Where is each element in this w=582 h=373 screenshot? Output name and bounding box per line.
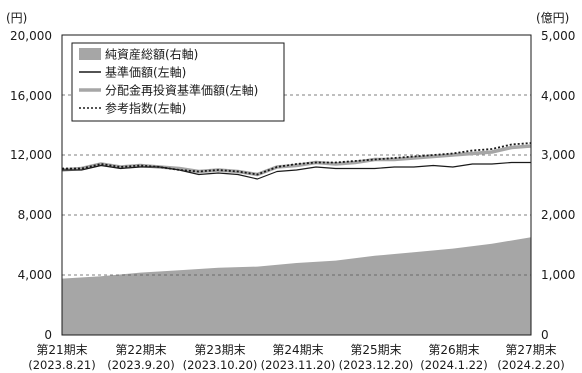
right-axis-unit: (億円) (536, 11, 569, 25)
x-tick-date: (2023.10.20) (183, 358, 258, 372)
x-tick-period: 第22期末 (115, 343, 166, 357)
series-line-nav (62, 161, 531, 180)
left-tick-label: 12,000 (10, 148, 52, 162)
legend: 純資産総額(右軸) 基準価額(左軸) 分配金再投資基準価額(左軸) 参考指数(左… (71, 42, 285, 122)
legend-box (71, 42, 285, 122)
left-axis-ticks: 20,000 16,000 12,000 8,000 4,000 0 (10, 29, 52, 342)
legend-label-nav: 基準価額(左軸) (105, 65, 186, 80)
left-tick-label: 0 (44, 328, 52, 342)
right-tick-label: 5,000 (541, 29, 575, 43)
x-tick-period: 第25期末 (350, 343, 401, 357)
x-tick-period: 第24期末 (272, 343, 323, 357)
left-tick-label: 20,000 (10, 29, 52, 43)
x-tick-date: (2023.8.21) (28, 358, 96, 372)
x-tick-date: (2023.9.20) (107, 358, 175, 372)
area-layer (62, 237, 531, 335)
right-axis-ticks: 5,000 4,000 3,000 2,000 1,000 0 (541, 29, 575, 342)
series-line-reinvested-nav (61, 144, 532, 177)
right-tick-label: 1,000 (541, 268, 575, 282)
x-tick-period: 第23期末 (194, 343, 245, 357)
left-tick-label: 8,000 (18, 208, 52, 222)
x-axis-labels: 第21期末 (2023.8.21) 第22期末 (2023.9.20) 第23期… (28, 343, 565, 372)
x-tick-date: (2023.11.20) (261, 358, 336, 372)
x-tick-period: 第27期末 (505, 343, 556, 357)
left-tick-label: 4,000 (18, 268, 52, 282)
series-area-net-assets (62, 237, 531, 335)
x-tick-period: 第26期末 (428, 343, 479, 357)
x-tick-period: 第21期末 (36, 343, 87, 357)
line-layer (61, 142, 532, 180)
legend-label-benchmark: 参考指数(左軸) (105, 101, 186, 116)
right-tick-label: 4,000 (541, 89, 575, 103)
series-line-benchmark (62, 142, 532, 176)
x-tick-date: (2024.1.22) (420, 358, 488, 372)
left-tick-label: 16,000 (10, 89, 52, 103)
right-tick-label: 3,000 (541, 148, 575, 162)
legend-label-net-assets: 純資産総額(右軸) (105, 47, 198, 62)
left-axis-unit: (円) (6, 11, 27, 25)
x-tick-date: (2024.2.20) (497, 358, 565, 372)
legend-swatch-net-assets (79, 48, 101, 60)
right-tick-label: 2,000 (541, 208, 575, 222)
right-tick-label: 0 (541, 328, 549, 342)
legend-label-reinvested-nav: 分配金再投資基準価額(左軸) (105, 83, 258, 98)
plot-frame (61, 34, 532, 336)
x-tick-date: (2023.12.20) (339, 358, 414, 372)
